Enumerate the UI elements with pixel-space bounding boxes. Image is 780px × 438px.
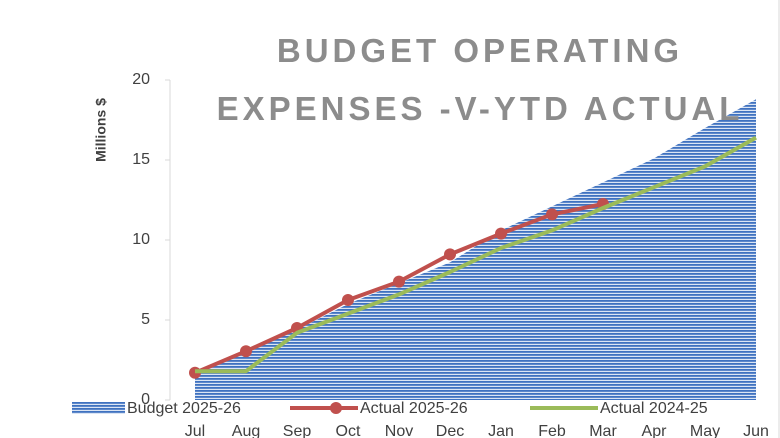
y-tick-label: 15 — [132, 151, 150, 168]
x-tick-label: Mar — [589, 423, 617, 438]
chart-title: BUDGET OPERATING EXPENSES -V-YTD ACTUAL — [216, 32, 744, 127]
marker — [546, 208, 558, 221]
x-tick-label: Apr — [642, 423, 668, 438]
x-tick-label: Jul — [185, 423, 205, 438]
legend-marker — [330, 402, 342, 414]
x-tick-label: Feb — [538, 423, 566, 438]
line — [195, 135, 757, 374]
x-tick-label: Aug — [232, 423, 260, 438]
marker — [444, 248, 456, 261]
x-tick-label: Sep — [283, 423, 312, 438]
y-tick-label: 0 — [141, 391, 150, 408]
legend-label: Budget 2025-26 — [127, 400, 241, 417]
legend-swatch — [72, 402, 125, 414]
marker — [393, 275, 405, 288]
x-tick-label: Jun — [743, 423, 769, 438]
legend-label: Actual 2024-25 — [600, 400, 708, 417]
y-tick-label: 10 — [132, 231, 150, 248]
x-tick-label: Nov — [385, 423, 413, 438]
area — [195, 99, 756, 400]
y-tick-label: 20 — [132, 71, 150, 88]
marker — [342, 294, 354, 306]
x-tick-label: Jan — [488, 423, 514, 438]
marker — [495, 227, 507, 240]
x-tick-label: Oct — [336, 423, 361, 438]
y-axis-label: Millions $ — [93, 98, 109, 162]
y-tick-label: 5 — [141, 311, 150, 328]
x-tick-label: May — [690, 423, 720, 438]
marker — [240, 345, 252, 358]
x-tick-label: Dec — [436, 423, 464, 438]
legend-label: Actual 2025-26 — [360, 400, 468, 417]
